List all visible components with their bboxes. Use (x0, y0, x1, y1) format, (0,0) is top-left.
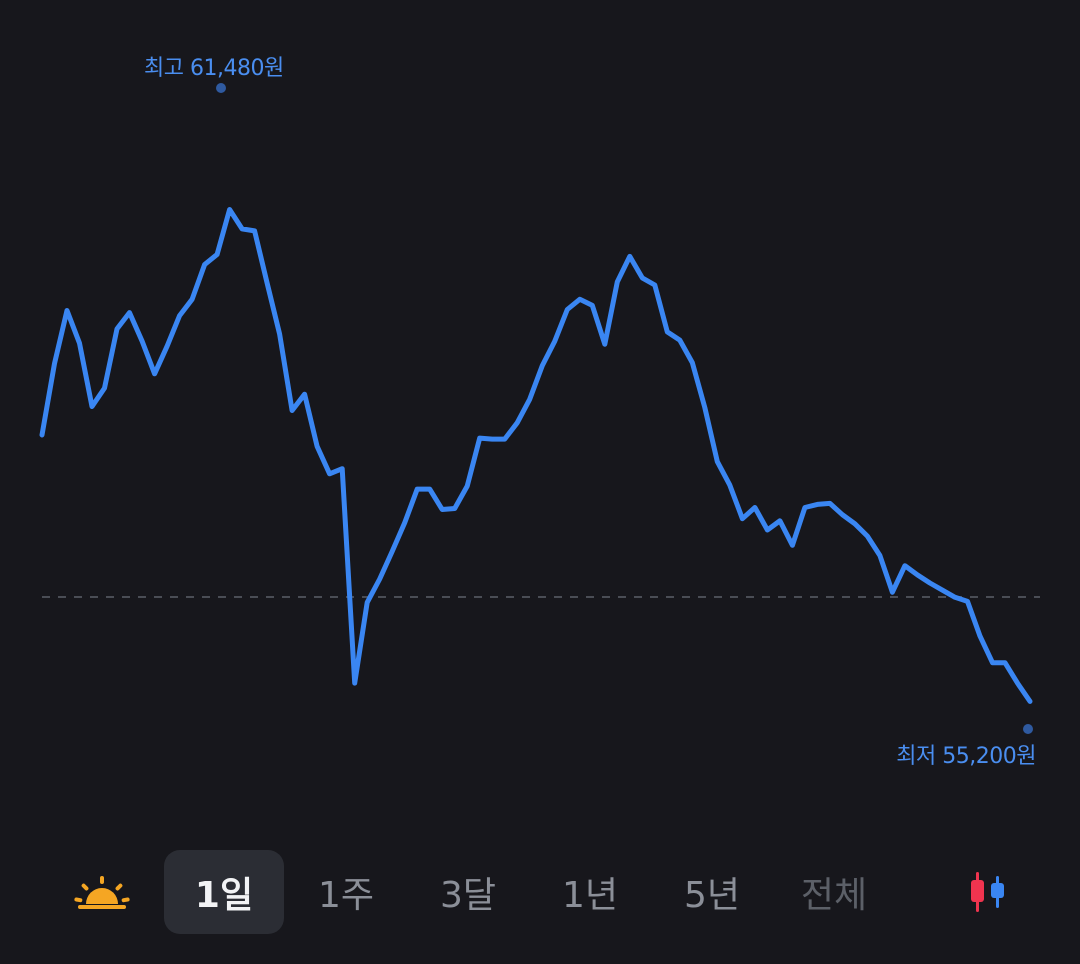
price-chart[interactable] (0, 0, 1080, 820)
high-price-label: 최고 61,480원 (144, 56, 284, 81)
high-marker (216, 83, 226, 93)
sunrise-icon[interactable] (72, 862, 132, 922)
tab-1y[interactable]: 1년 (561, 875, 619, 916)
tab-1d[interactable]: 1일 (164, 850, 284, 934)
low-price-label: 최저 55,200원 (896, 744, 1036, 769)
candlestick-icon[interactable] (958, 862, 1018, 922)
period-tab-bar: 1일 1주 3달 1년 5년 전체 (0, 850, 1080, 934)
tab-all[interactable]: 전체 (800, 875, 868, 916)
tab-1w[interactable]: 1주 (317, 875, 375, 916)
tab-3m[interactable]: 3달 (439, 875, 497, 916)
low-marker (1023, 724, 1033, 734)
price-line (39, 207, 1033, 704)
tab-5y[interactable]: 5년 (683, 875, 741, 916)
